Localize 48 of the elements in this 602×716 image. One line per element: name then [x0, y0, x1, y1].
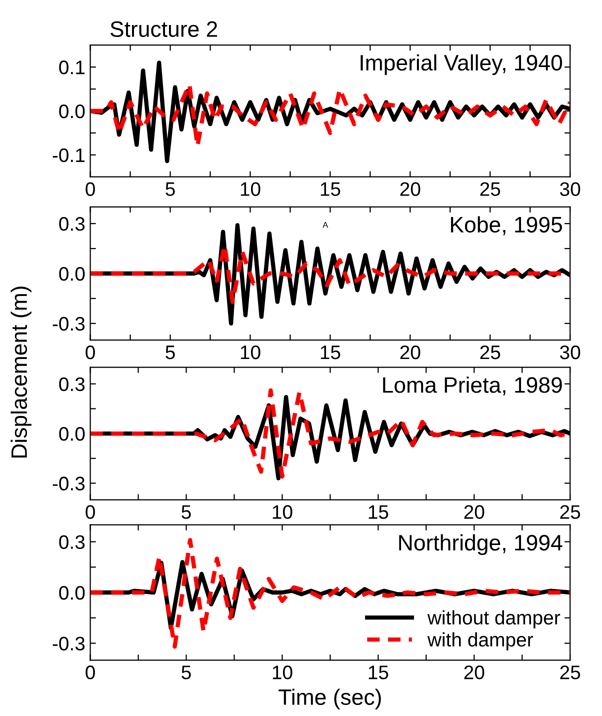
x-tick-label: 15	[320, 346, 340, 360]
annotation: Imperial Valley, 1940	[360, 54, 562, 76]
y-tick-label: 0.0	[59, 586, 85, 600]
x-tick-label: 25	[480, 345, 500, 360]
y-tick-label: 0.3	[59, 377, 85, 392]
x-tick-label: 0	[86, 505, 95, 519]
x-tick-label: 5	[182, 505, 191, 519]
y-tick-label: -0.3	[52, 476, 85, 490]
x-tick-label: 5	[166, 346, 175, 360]
y-tick-label: 0.0	[59, 427, 85, 441]
x-tick-label: 20	[400, 345, 420, 360]
annotation: Northridge, 1994	[399, 534, 562, 556]
x-tick-label: 15	[320, 182, 340, 196]
x-axis-title: Time (sec)	[278, 688, 381, 710]
x-tick-label: 15	[368, 505, 388, 519]
y-tick-label: 0.0	[59, 104, 85, 118]
x-tick-label: 10	[272, 505, 292, 519]
x-tick-label: 0	[86, 666, 95, 680]
x-tick-label: 10	[240, 345, 260, 360]
x-tick-label: 20	[464, 505, 484, 519]
y-tick-label: -0.3	[52, 636, 85, 650]
x-tick-label: 25	[480, 182, 500, 196]
annotation: Kobe, 1995	[451, 216, 562, 236]
x-tick-label: 25	[560, 666, 580, 680]
x-tick-label: 15	[368, 666, 388, 680]
legend-label: with damper	[427, 632, 534, 650]
y-tick-label: -0.3	[52, 316, 85, 331]
annotation: Loma Prieta, 1989	[383, 376, 562, 396]
x-tick-label: 0	[86, 345, 95, 360]
x-tick-label: 0	[86, 182, 95, 196]
y-tick-label: 0.1	[59, 60, 84, 74]
x-tick-label: 25	[560, 505, 580, 519]
x-tick-label: 30	[560, 182, 580, 196]
x-tick-label: 10	[240, 182, 260, 196]
y-tick-label: -0.1	[52, 148, 84, 162]
chart-title: Structure 2	[110, 21, 218, 37]
y-tick-label: 0.3	[59, 217, 85, 231]
x-tick-label: 20	[464, 666, 484, 680]
x-tick-label: 20	[400, 182, 420, 196]
y-tick-label: 0.3	[59, 535, 85, 549]
x-tick-label: 5	[166, 182, 175, 196]
annotation: A	[322, 222, 328, 228]
x-tick-label: 30	[560, 345, 580, 360]
y-tick-label: 0.0	[59, 266, 85, 281]
legend-label: without damper	[427, 610, 560, 628]
x-tick-label: 10	[272, 666, 292, 680]
y-axis-title: Displacement (m)	[10, 286, 32, 458]
x-tick-label: 5	[182, 666, 191, 680]
